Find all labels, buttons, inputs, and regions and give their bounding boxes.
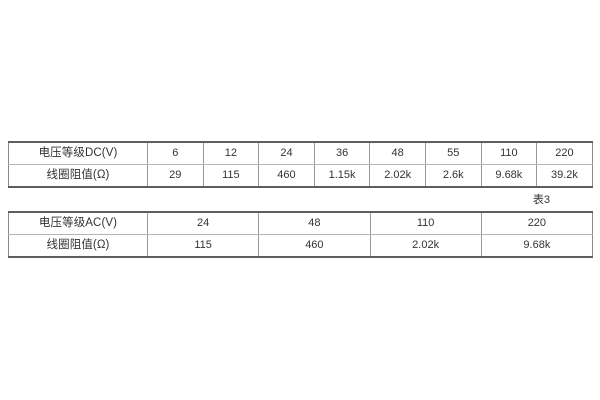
- dc-spec-table: 电压等级DC(V) 6 12 24 36 48 55 110 220 线圈阻值(…: [8, 141, 593, 188]
- ac-resistance-cell: 460: [258, 234, 371, 258]
- table3-caption: 表3: [532, 194, 550, 206]
- ac-voltage-row-header: 电压等级AC(V): [8, 211, 148, 235]
- dc-resistance-cell: 1.15k: [313, 164, 371, 188]
- ac-resistance-cell: 2.02k: [369, 234, 482, 258]
- dc-resistance-cell: 9.68k: [480, 164, 538, 188]
- ac-resistance-cell: 9.68k: [480, 234, 594, 258]
- dc-resistance-cell: 29: [147, 164, 204, 188]
- table-row: 线圈阻值(Ω) 115 460 2.02k 9.68k: [8, 234, 594, 258]
- dc-resistance-cell: 115: [202, 164, 260, 188]
- table-row: 电压等级AC(V) 24 48 110 220: [8, 211, 594, 235]
- dc-resistance-row-header: 线圈阻值(Ω): [8, 164, 148, 188]
- dc-voltage-cell: 36: [313, 141, 371, 165]
- dc-voltage-row-header: 电压等级DC(V): [8, 141, 148, 165]
- table-row: 线圈阻值(Ω) 29 115 460 1.15k 2.02k 2.6k 9.68…: [8, 164, 593, 188]
- dc-resistance-cell: 2.02k: [369, 164, 426, 188]
- table-row: 电压等级DC(V) 6 12 24 36 48 55 110 220: [8, 141, 593, 165]
- ac-resistance-cell: 115: [146, 234, 260, 258]
- ac-spec-table: 电压等级AC(V) 24 48 110 220 线圈阻值(Ω) 115 460 …: [8, 211, 594, 258]
- dc-voltage-cell: 12: [202, 141, 260, 165]
- dc-resistance-cell: 460: [258, 164, 315, 188]
- dc-voltage-cell: 48: [369, 141, 426, 165]
- dc-voltage-cell: 55: [424, 141, 482, 165]
- ac-voltage-cell: 24: [146, 211, 260, 235]
- ac-resistance-row-header: 线圈阻值(Ω): [8, 234, 148, 258]
- dc-voltage-cell: 110: [480, 141, 538, 165]
- dc-voltage-cell: 220: [536, 141, 593, 165]
- dc-voltage-cell: 6: [147, 141, 204, 165]
- ac-voltage-cell: 110: [369, 211, 482, 235]
- ac-voltage-cell: 220: [480, 211, 594, 235]
- dc-resistance-cell: 2.6k: [424, 164, 482, 188]
- dc-resistance-cell: 39.2k: [536, 164, 593, 188]
- dc-voltage-cell: 24: [258, 141, 315, 165]
- ac-voltage-cell: 48: [258, 211, 371, 235]
